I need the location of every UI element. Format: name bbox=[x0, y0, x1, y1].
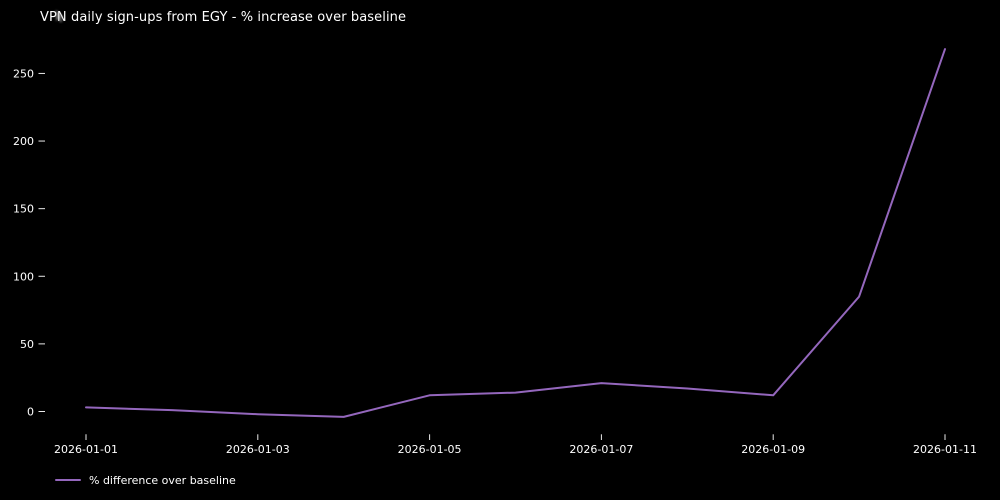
x-axis-tick-label: 2026-01-05 bbox=[398, 443, 462, 456]
y-axis-tick-label: 150 bbox=[13, 203, 34, 216]
x-axis-tick-label: 2026-01-09 bbox=[741, 443, 805, 456]
x-axis-tick-label: 2026-01-11 bbox=[913, 443, 977, 456]
chart-title: VPN daily sign-ups from EGY - % increase… bbox=[40, 10, 407, 25]
y-axis-tick-label: 100 bbox=[13, 270, 34, 283]
y-axis-tick-label: 250 bbox=[13, 67, 34, 80]
series-line bbox=[85, 48, 946, 418]
y-axis-tick-label: 0 bbox=[27, 406, 34, 419]
x-axis-tick-label: 2026-01-01 bbox=[54, 443, 118, 456]
legend-line-swatch bbox=[55, 479, 81, 481]
y-axis-tick-label: 50 bbox=[20, 338, 34, 351]
mouse-cursor-icon bbox=[55, 10, 65, 23]
legend: % difference over baseline bbox=[55, 472, 236, 488]
y-axis-tick-label: 200 bbox=[13, 135, 34, 148]
legend-label: % difference over baseline bbox=[89, 473, 236, 487]
x-axis-tick-label: 2026-01-03 bbox=[226, 443, 290, 456]
x-axis-tick-label: 2026-01-07 bbox=[569, 443, 633, 456]
